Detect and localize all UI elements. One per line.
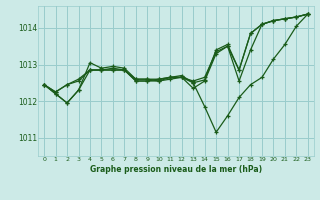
X-axis label: Graphe pression niveau de la mer (hPa): Graphe pression niveau de la mer (hPa) [90, 165, 262, 174]
